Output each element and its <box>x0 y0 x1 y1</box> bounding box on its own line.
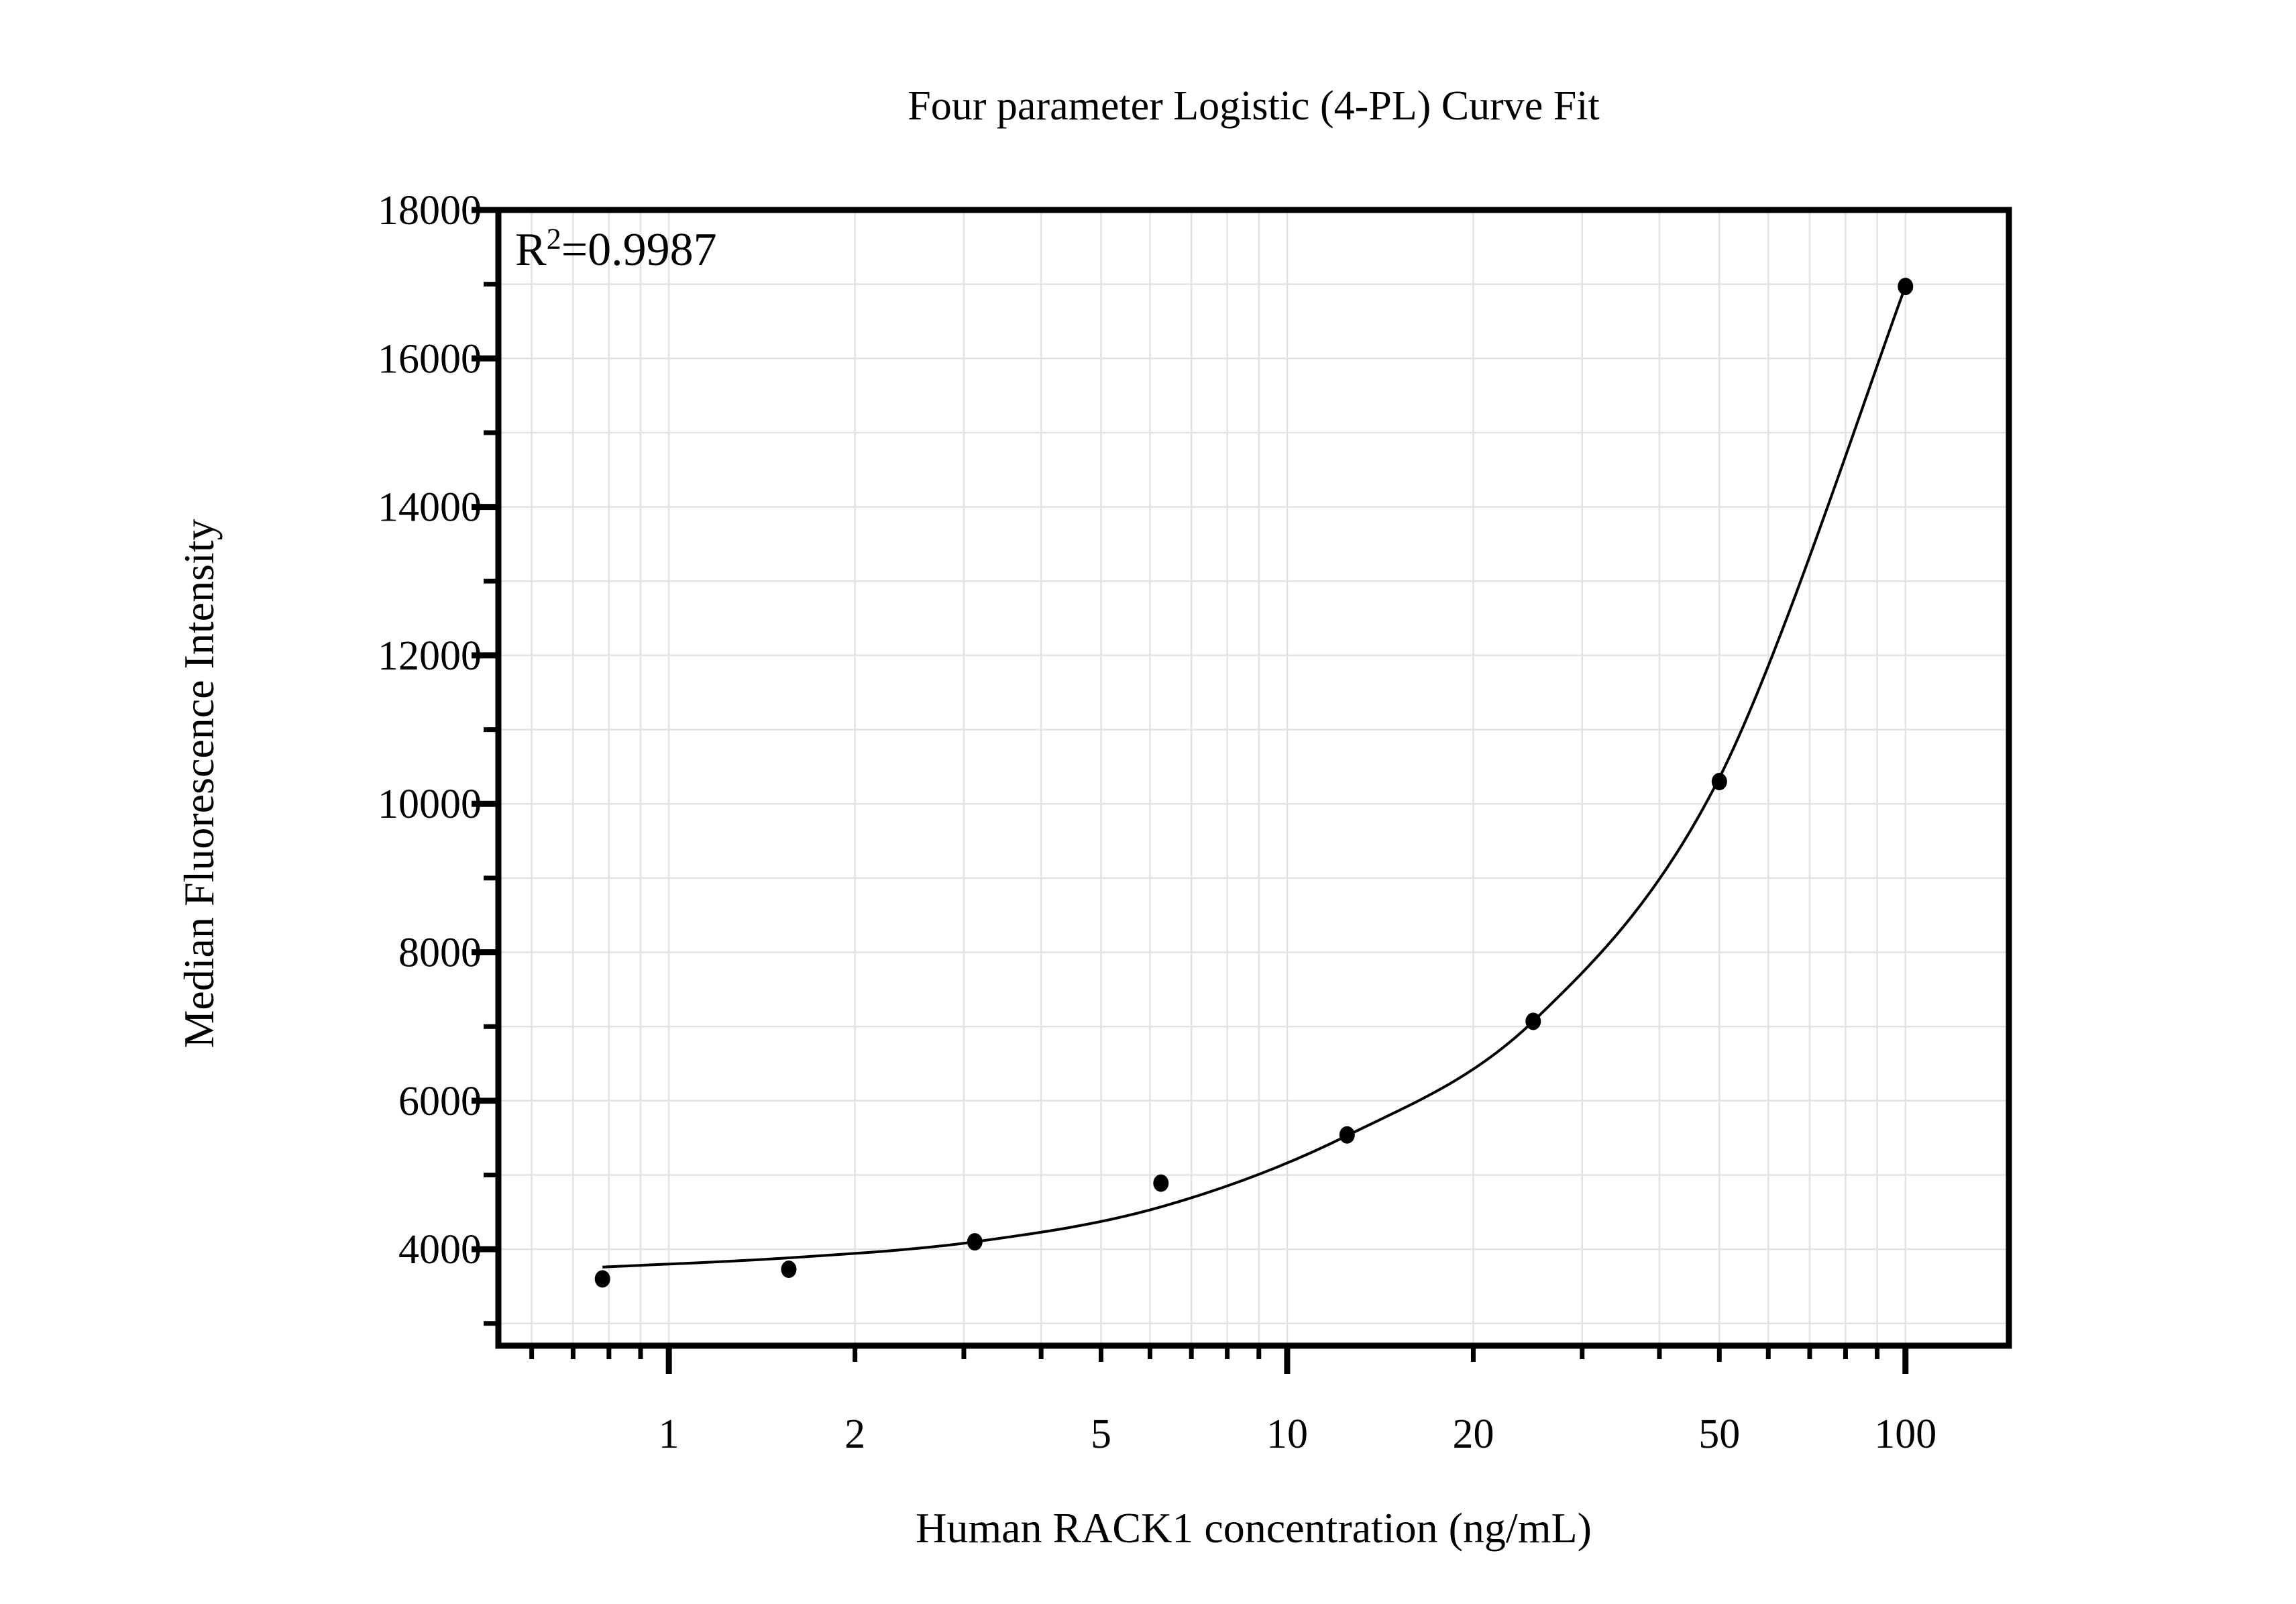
x-tick-label: 5 <box>1091 1411 1111 1457</box>
x-tick-labels: 1 2 5 10 20 50 100 <box>659 1411 1937 1457</box>
y-tick-label: 4000 <box>398 1227 482 1273</box>
data-point <box>1898 277 1914 295</box>
y-tick-label: 16000 <box>378 336 482 382</box>
data-points <box>594 277 1914 1288</box>
data-point <box>1153 1174 1169 1192</box>
r2-superscript: 2 <box>546 222 561 256</box>
y-tick-label: 8000 <box>398 930 482 976</box>
y-tick-label: 18000 <box>378 188 482 233</box>
fit-curve-line <box>602 286 1907 1269</box>
x-tick-label: 1 <box>659 1411 679 1457</box>
y-axis-label: Median Fluorescence Intensity <box>175 519 223 1049</box>
data-point <box>594 1270 610 1288</box>
data-point <box>1525 1012 1541 1030</box>
y-tick-label: 6000 <box>398 1079 482 1124</box>
y-tick-label: 10000 <box>378 782 482 827</box>
r-squared-annotation: R2=0.9987 <box>515 224 717 276</box>
y-tick-label: 14000 <box>378 485 482 531</box>
x-tick-label: 2 <box>844 1411 865 1457</box>
y-tick-labels: 4000 6000 8000 10000 12000 14000 16000 18000 <box>378 188 482 1273</box>
x-tick-label: 20 <box>1452 1411 1494 1457</box>
data-point <box>781 1261 797 1279</box>
x-axis-label: Human RACK1 concentration (ng/mL) <box>916 1504 1592 1552</box>
data-point <box>1711 773 1727 791</box>
plot-border <box>495 207 2012 1349</box>
x-tick-label: 100 <box>1874 1411 1936 1457</box>
y-tick-label: 12000 <box>378 633 482 679</box>
x-tick-label: 50 <box>1698 1411 1740 1457</box>
r2-value: =0.9987 <box>561 224 717 276</box>
r2-prefix: R <box>515 224 547 276</box>
chart-title: Four parameter Logistic (4-PL) Curve Fit <box>908 83 1600 129</box>
data-point <box>967 1233 983 1251</box>
data-point <box>1339 1126 1355 1144</box>
x-tick-label: 10 <box>1266 1411 1308 1457</box>
